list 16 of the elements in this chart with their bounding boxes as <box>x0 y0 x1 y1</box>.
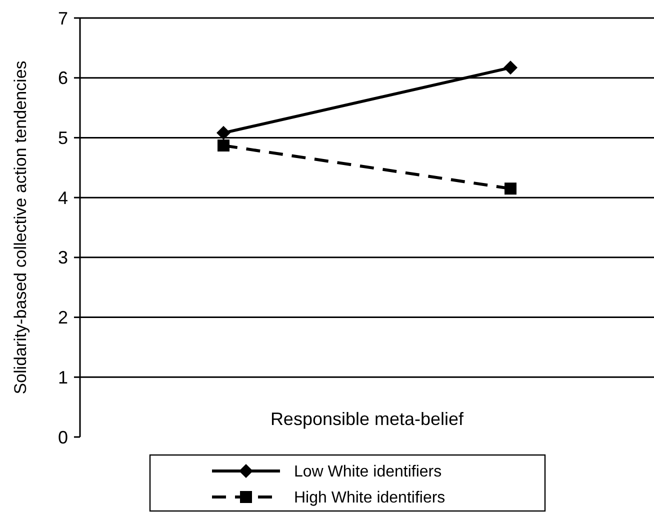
y-tick-label: 7 <box>58 8 68 28</box>
y-tick-label: 2 <box>58 308 68 328</box>
y-tick-label: 4 <box>58 188 68 208</box>
y-tick-label: 1 <box>58 367 68 388</box>
y-tick-label: 3 <box>58 248 68 268</box>
y-tick-label: 6 <box>58 68 68 88</box>
point <box>218 139 230 152</box>
legend-label: High White identifiers <box>294 490 446 507</box>
point <box>504 60 518 75</box>
y-tick-label: 5 <box>58 128 68 148</box>
point <box>216 126 230 140</box>
x-axis-title: Responsible meta-belief <box>270 409 465 429</box>
y-tick-label: 0 <box>58 427 68 448</box>
legend-label: Low White identifiers <box>294 464 442 481</box>
y-axis-title: Solidarity-based collective action tendencies <box>11 60 30 394</box>
point <box>504 182 516 195</box>
